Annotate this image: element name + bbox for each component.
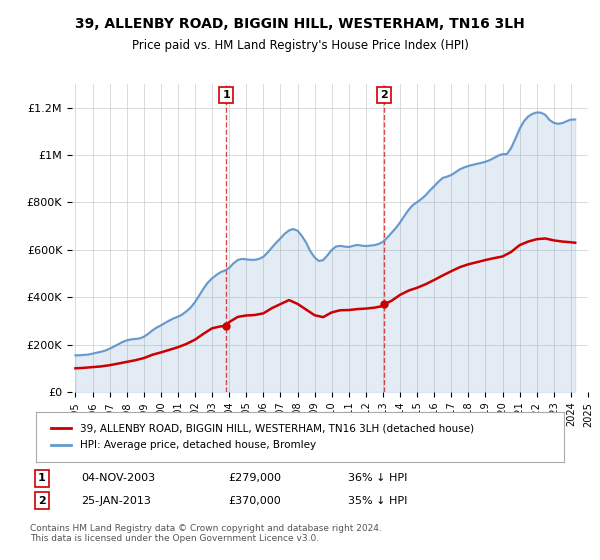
Text: Contains HM Land Registry data © Crown copyright and database right 2024.
This d: Contains HM Land Registry data © Crown c…: [30, 524, 382, 543]
Text: 1: 1: [223, 90, 230, 100]
Text: 04-NOV-2003: 04-NOV-2003: [81, 473, 155, 483]
Text: 1: 1: [38, 473, 46, 483]
Text: Price paid vs. HM Land Registry's House Price Index (HPI): Price paid vs. HM Land Registry's House …: [131, 39, 469, 52]
Legend: 39, ALLENBY ROAD, BIGGIN HILL, WESTERHAM, TN16 3LH (detached house), HPI: Averag: 39, ALLENBY ROAD, BIGGIN HILL, WESTERHAM…: [46, 419, 478, 455]
Text: 2: 2: [380, 90, 388, 100]
Text: 2: 2: [38, 496, 46, 506]
Text: 35% ↓ HPI: 35% ↓ HPI: [348, 496, 407, 506]
Text: 25-JAN-2013: 25-JAN-2013: [81, 496, 151, 506]
Text: £279,000: £279,000: [228, 473, 281, 483]
Text: 39, ALLENBY ROAD, BIGGIN HILL, WESTERHAM, TN16 3LH: 39, ALLENBY ROAD, BIGGIN HILL, WESTERHAM…: [75, 17, 525, 31]
Text: £370,000: £370,000: [228, 496, 281, 506]
Text: 36% ↓ HPI: 36% ↓ HPI: [348, 473, 407, 483]
